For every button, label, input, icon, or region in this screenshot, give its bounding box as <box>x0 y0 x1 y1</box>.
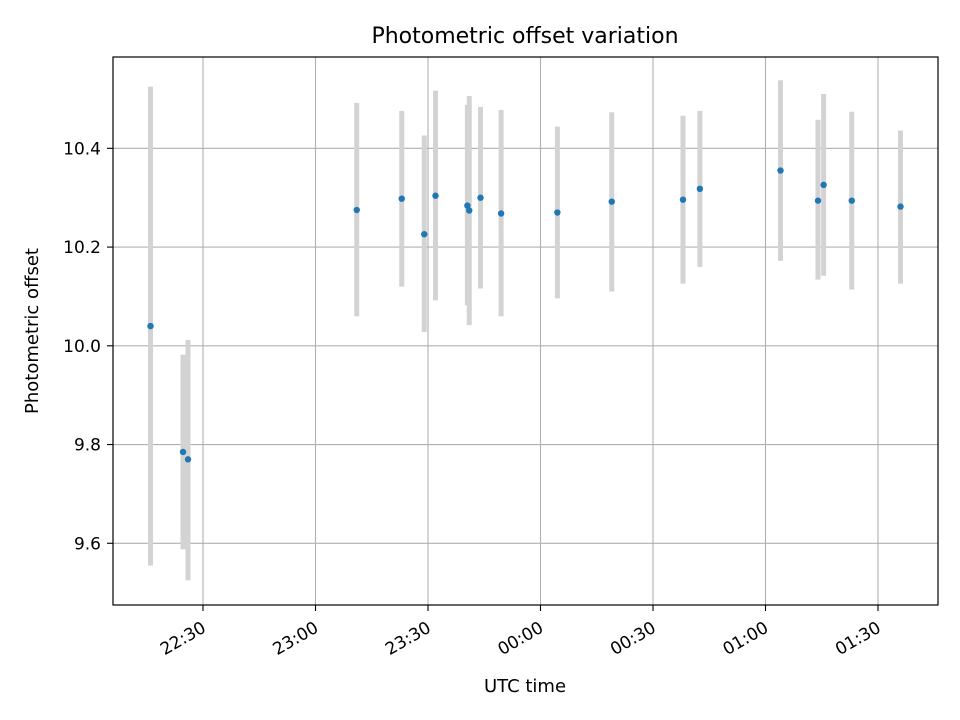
y-tick-label: 9.6 <box>74 534 101 554</box>
y-axis-label: Photometric offset <box>22 248 43 414</box>
grid-layer <box>113 57 938 605</box>
data-point <box>184 456 192 463</box>
data-point <box>814 197 822 204</box>
data-point <box>464 202 471 209</box>
data-point <box>432 192 439 199</box>
x-tick-label: 01:00 <box>720 618 772 660</box>
x-tick-label: 00:00 <box>495 618 547 660</box>
x-tick-label: 22:30 <box>157 618 209 660</box>
x-tick-label: 01:30 <box>832 618 884 660</box>
chart-title: Photometric offset variation <box>371 24 678 49</box>
data-point <box>848 197 855 204</box>
data-point <box>820 181 827 189</box>
data-point <box>897 203 904 210</box>
data-point <box>179 448 187 456</box>
data-point <box>477 194 484 201</box>
data-point <box>147 322 154 330</box>
data-point <box>777 167 784 174</box>
x-tick-label: 00:30 <box>607 618 659 660</box>
x-axis-label: UTC time <box>484 676 566 697</box>
data-point <box>398 195 405 202</box>
y-tick-label: 10.0 <box>63 337 101 357</box>
plot-area-frame <box>112 56 939 606</box>
x-tick-label: 23:00 <box>270 618 322 660</box>
y-tick-label: 9.8 <box>74 436 101 456</box>
data-point <box>696 185 704 193</box>
data-point <box>421 231 428 238</box>
y-tick-label: 10.2 <box>63 238 101 258</box>
data-point <box>679 196 687 203</box>
data-point <box>353 206 360 214</box>
data-point <box>554 209 561 216</box>
y-tick-label: 10.4 <box>63 139 101 159</box>
data-point-layer <box>147 167 904 463</box>
data-point <box>497 210 505 217</box>
data-point <box>466 207 473 214</box>
error-bar-layer <box>148 80 903 581</box>
data-point <box>608 198 615 205</box>
x-tick-label: 23:30 <box>382 618 434 660</box>
